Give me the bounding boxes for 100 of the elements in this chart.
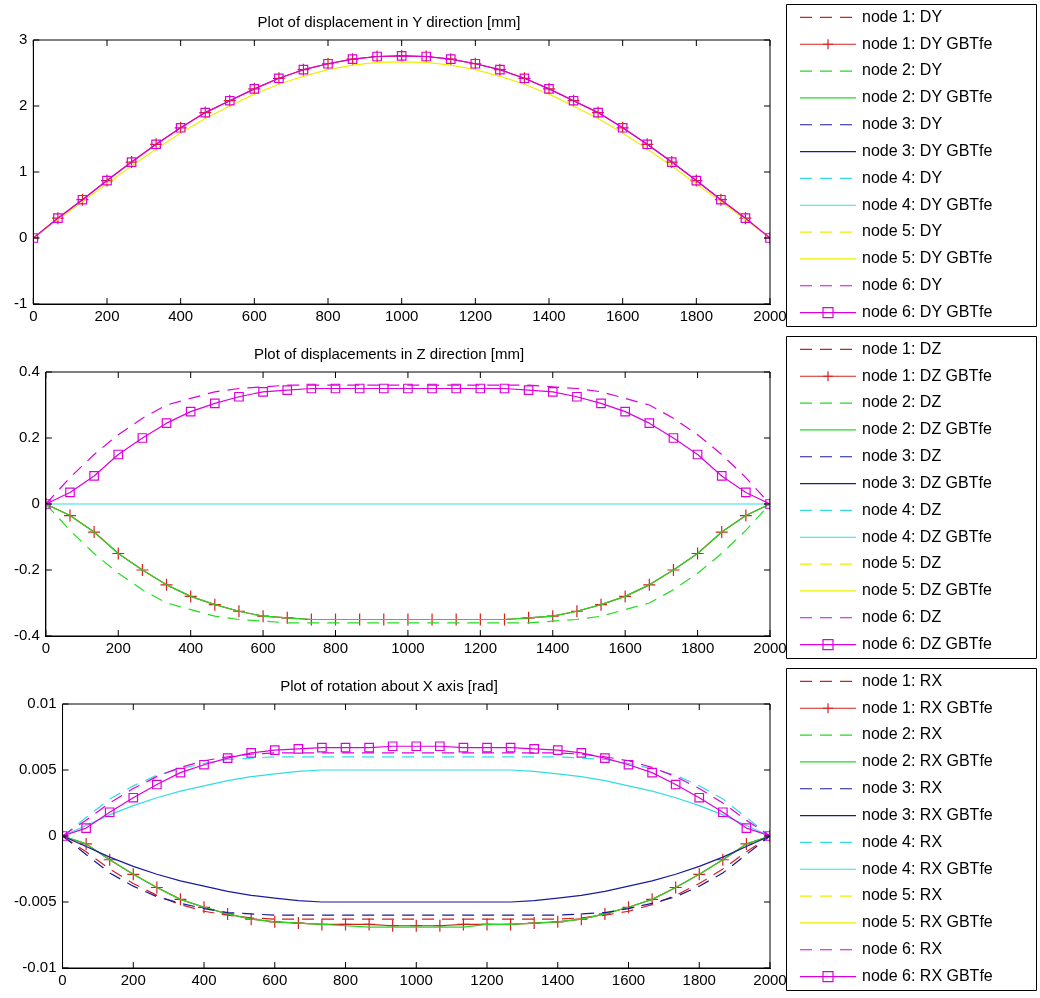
legend-label: node 6: DY GBTfe	[862, 302, 993, 320]
point	[427, 383, 437, 394]
legend-label: node 1: DY	[862, 7, 943, 25]
point	[409, 919, 423, 933]
y-tick-label: 3	[18, 30, 28, 48]
point	[451, 383, 462, 394]
point	[209, 398, 220, 409]
point	[354, 383, 365, 394]
point	[282, 385, 293, 395]
x-tick-label: 1000	[399, 971, 433, 989]
y-tick-label: 0.2	[18, 428, 40, 446]
legend-label: node 3: DY GBTfe	[862, 141, 993, 159]
legend-label: node 5: RX	[862, 886, 943, 904]
x-tick-label: 1600	[608, 639, 642, 657]
legend-label: node 2: DZ GBTfe	[862, 420, 992, 438]
point	[150, 880, 164, 895]
point	[715, 525, 729, 539]
y-tick-label: -0.4	[13, 626, 40, 644]
point	[199, 759, 209, 770]
legend-label: node 4: DZ	[862, 500, 942, 518]
point	[111, 546, 125, 561]
legend-label: node 3: DZ	[862, 447, 942, 465]
point	[435, 741, 445, 752]
x-tick-label: 200	[94, 307, 120, 325]
point	[623, 759, 634, 770]
point	[362, 917, 376, 932]
x-tick-label: 200	[105, 639, 131, 657]
point	[718, 807, 728, 818]
legend-label: node 2: DY	[862, 61, 943, 79]
y-tick-label: -0.01	[22, 958, 57, 976]
point	[161, 418, 172, 428]
x-tick-label: 1600	[605, 307, 640, 325]
legend-label: node 5: RX GBTfe	[862, 913, 993, 931]
point	[458, 742, 469, 753]
legend-label: node 1: RX GBTfe	[862, 698, 993, 716]
point	[741, 823, 752, 833]
point	[433, 919, 447, 933]
point	[173, 892, 188, 906]
x-tick-label: 800	[333, 971, 359, 989]
x-tick-label: 400	[191, 971, 217, 989]
legend-label: node 6: DZ	[862, 608, 942, 626]
point	[716, 471, 727, 481]
legend-label: node 2: DZ	[862, 393, 942, 411]
point	[128, 792, 139, 803]
point	[317, 742, 327, 753]
point	[690, 546, 705, 561]
x-tick-label: 400	[178, 639, 204, 657]
point	[197, 900, 211, 914]
point	[208, 598, 222, 612]
point	[570, 604, 584, 618]
point	[600, 753, 610, 763]
point	[221, 907, 235, 921]
y-tick-label: 0.4	[18, 362, 40, 380]
legend-label: node 6: RX	[862, 940, 943, 958]
point	[175, 767, 186, 778]
point	[668, 433, 679, 443]
point	[89, 471, 99, 481]
chart-title: Plot of displacement in Y direction [mm]	[257, 13, 521, 31]
legend-label: node 5: DZ GBTfe	[862, 581, 992, 599]
point	[184, 589, 198, 603]
point	[403, 383, 413, 394]
x-tick-label: 1200	[463, 639, 498, 657]
x-tick-label: 2000	[753, 639, 787, 657]
x-tick-label: 200	[120, 971, 146, 989]
point	[482, 742, 492, 753]
y-tick-label: 2	[18, 96, 28, 114]
point	[234, 391, 244, 402]
legend-label: node 6: DY	[862, 276, 943, 294]
x-tick-label: 2000	[753, 971, 787, 989]
point	[222, 753, 233, 763]
point	[596, 398, 606, 409]
point	[291, 916, 305, 930]
legend-label: node 4: DY	[862, 168, 943, 186]
legend-label: node 1: DY GBTfe	[862, 34, 993, 52]
x-tick-label: 600	[262, 971, 288, 989]
point	[456, 917, 471, 932]
legend-label: node 4: RX GBTfe	[862, 859, 993, 877]
point	[670, 779, 681, 790]
point	[364, 742, 374, 753]
point	[692, 867, 706, 881]
point	[113, 449, 124, 460]
point	[527, 916, 541, 930]
legend-label: node 1: DZ	[862, 339, 942, 357]
legend-label: node 3: RX GBTfe	[862, 805, 993, 823]
legend-label: node 5: DY	[862, 222, 943, 240]
point	[523, 385, 534, 395]
point	[669, 880, 683, 895]
y-tick-label: -1	[13, 294, 28, 312]
legend-label: node 4: DY GBTfe	[862, 195, 993, 213]
point	[529, 744, 540, 754]
point	[739, 837, 754, 851]
point	[79, 837, 93, 851]
legend-label: node 1: RX	[862, 671, 943, 689]
point	[293, 744, 304, 754]
point	[505, 742, 516, 753]
y-tick-label: 1	[18, 162, 28, 180]
point	[87, 525, 101, 539]
point	[152, 779, 162, 790]
x-tick-label: 1000	[391, 639, 425, 657]
point	[644, 418, 655, 428]
